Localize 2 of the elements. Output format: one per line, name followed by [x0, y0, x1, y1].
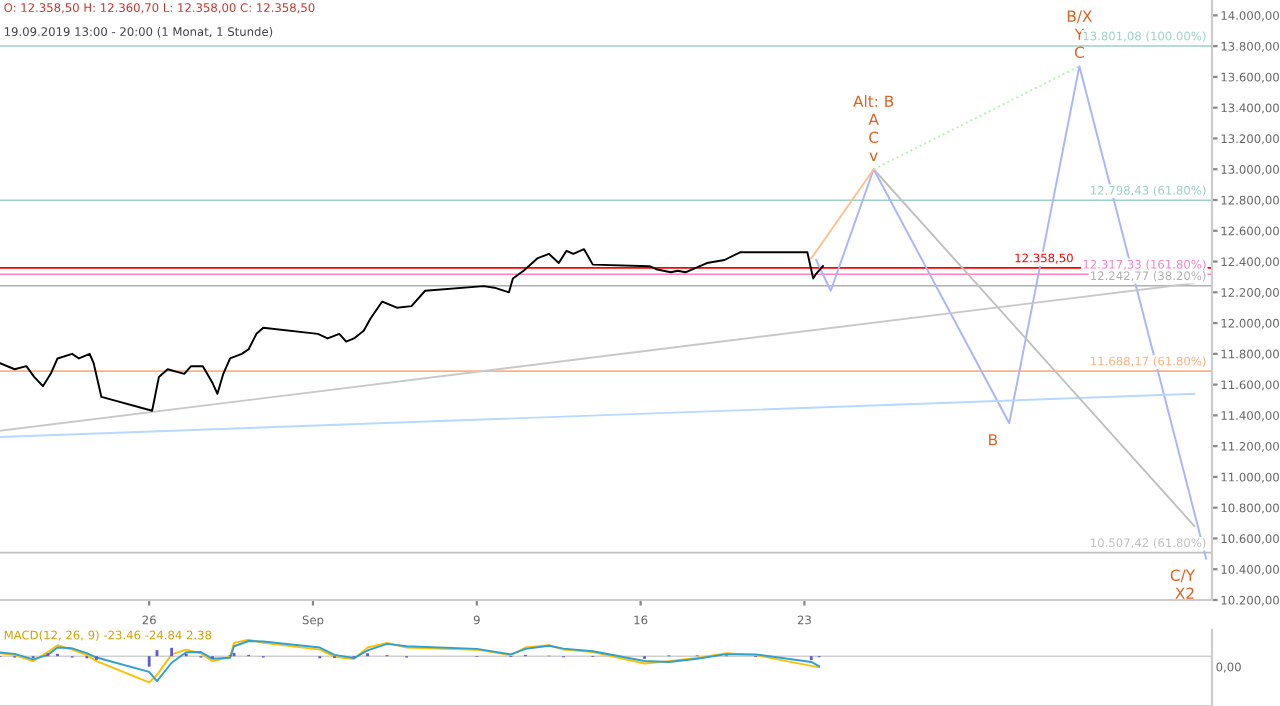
line-series — [815, 65, 1208, 560]
line-series — [0, 248, 824, 412]
